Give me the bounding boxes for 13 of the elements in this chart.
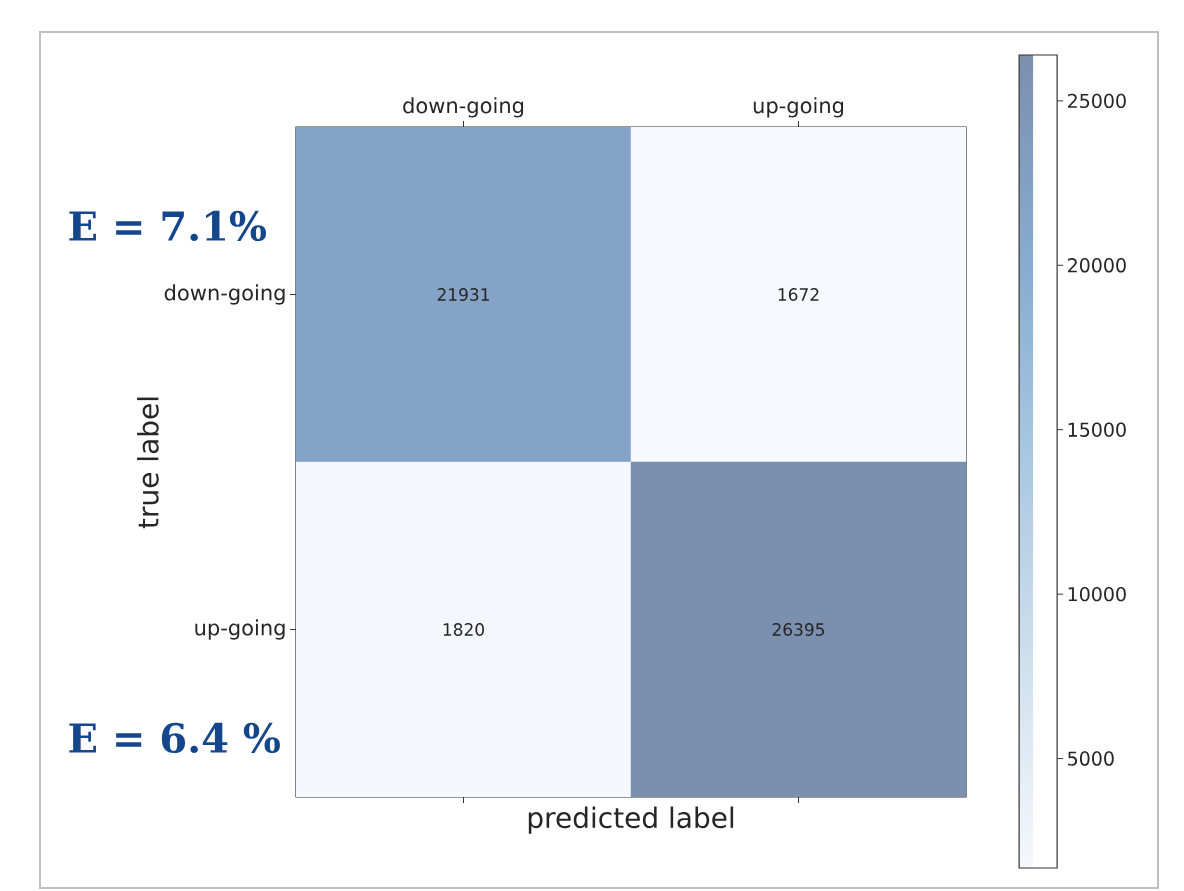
text: E = 7.1% — [69, 210, 266, 242]
x-axis-title: predicted label — [528, 806, 734, 834]
y-axis-title: true label — [137, 397, 159, 529]
data-label: 1672 — [778, 288, 819, 301]
text: E = 6.4 % — [69, 722, 280, 754]
color-bar-label: 20000 — [1068, 258, 1126, 273]
data-label: 26395 — [772, 623, 825, 636]
color-bar-label: 15000 — [1068, 422, 1126, 437]
data-label: 21931 — [437, 288, 489, 301]
color-bar-label: 5000 — [1068, 751, 1114, 766]
data-label: 1820 — [443, 623, 484, 636]
color-bar-label: 25000 — [1068, 93, 1126, 109]
color-bar-label: 10000 — [1068, 586, 1126, 602]
